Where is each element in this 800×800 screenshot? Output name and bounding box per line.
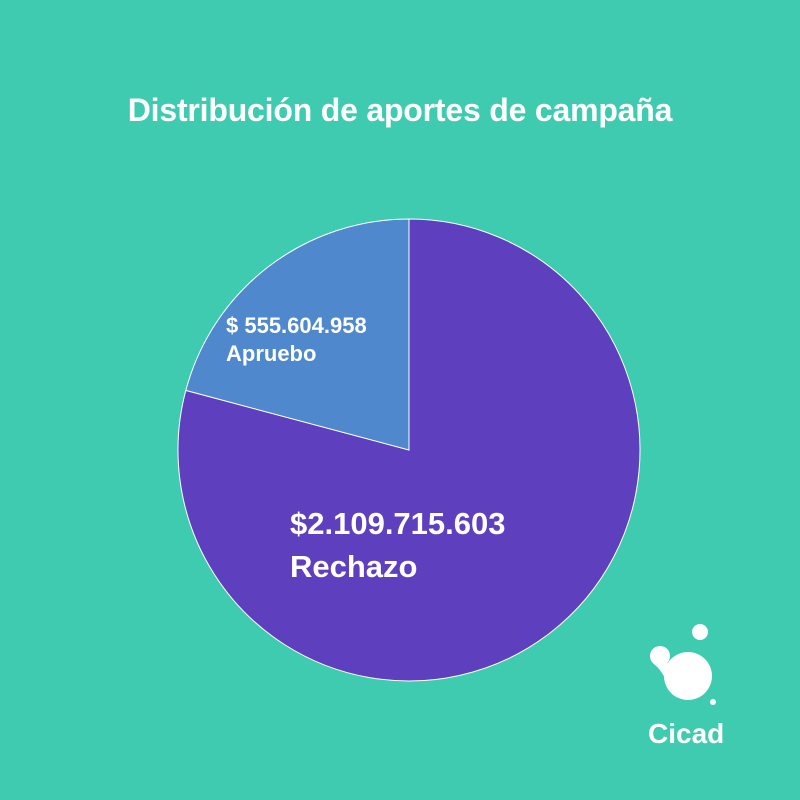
slice-name-rechazo: Rechazo	[290, 548, 418, 584]
cicad-logo-icon	[650, 624, 716, 705]
pie-slice-apruebo	[185, 218, 410, 451]
slice-label-rechazo: $2.109.715.603 Rechazo	[290, 503, 506, 589]
slice-label-apruebo: $ 555.604.958 Apruebo	[226, 312, 367, 367]
slice-value-rechazo: $2.109.715.603	[290, 506, 506, 541]
slice-name-apruebo: Apruebo	[226, 340, 317, 366]
slice-value-apruebo: $ 555.604.958	[226, 313, 367, 338]
chart-title: Distribución de aportes de campaña	[127, 92, 673, 128]
pie-slice-rechazo	[177, 218, 641, 682]
logo-text: Cicad	[648, 718, 725, 749]
